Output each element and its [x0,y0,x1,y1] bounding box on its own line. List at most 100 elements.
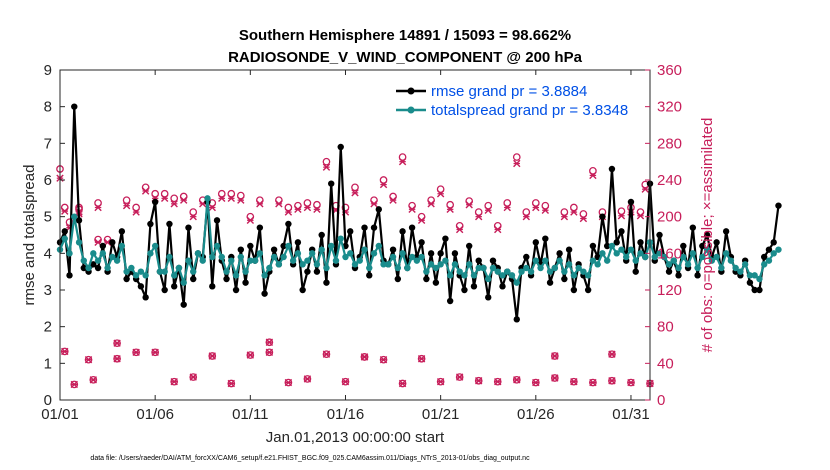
totalspread-point [504,268,511,275]
totalspread-point [456,268,463,275]
totalspread-point [770,250,777,257]
obs-assimilated-marker [617,212,626,220]
obs-assimilated-marker [522,212,530,221]
rmse-point [361,224,368,231]
obs-assimilated-marker [379,180,388,189]
obs-assimilated-marker [427,200,435,208]
rmse-point [142,294,149,301]
totalspread-point [684,261,692,268]
obs-assimilated-marker [208,203,216,212]
obs-possible-marker [531,199,540,207]
rmse-point [618,228,625,235]
obs-possible-marker [503,199,512,207]
totalspread-point [751,272,758,279]
totalspread-point [323,264,330,272]
totalspread-point [508,272,516,279]
obs-assimilated-marker [218,194,226,203]
totalspread-point [204,195,211,202]
data-file-footnote: data file: /Users/raeder/DAI/ATM_forcXX/… [90,455,530,462]
rmse-point [437,250,444,257]
totalspread-point [413,257,421,264]
totalspread-point [266,264,273,272]
rmse-point [109,239,116,246]
rmse-point [470,283,478,290]
obs-possible-marker [379,176,388,184]
obs-assimilated-marker [513,159,521,168]
totalspread-point [289,257,297,264]
obs-possible-marker [122,196,131,205]
rmse-point [770,239,777,246]
totalspread-point [565,261,573,268]
totalspread-point [361,246,368,253]
rmse-point [118,228,126,235]
totalspread-point [699,253,706,261]
rmse-point [161,286,168,294]
totalspread-point [442,257,449,264]
obs-assimilated-marker [389,196,397,204]
obs-assimilated-marker [265,338,274,346]
y-axis-right-label: # of obs: o=possible; ×=assimilated [699,118,716,353]
totalspread-point [418,253,425,261]
y-tick-label: 1 [44,355,52,372]
totalspread-point [589,257,597,264]
obs-assimilated-marker [455,225,464,234]
totalspread-point [741,261,749,268]
rmse-point [389,246,397,253]
totalspread-point [170,272,178,279]
rmse-point [765,246,773,253]
obs-assimilated-marker [122,201,131,210]
totalspread-point [446,272,454,279]
rmse-point [542,235,549,242]
rmse-point [147,220,154,228]
totalspread-point [423,268,430,275]
obs-possible-marker [322,157,331,166]
rmse-point [170,283,178,290]
totalspread-point [123,268,130,275]
totalspread-point [694,264,701,272]
rmse-point [318,231,325,239]
obs-assimilated-marker [227,194,235,203]
obs-possible-marker [436,185,445,194]
rmse-point [637,239,644,246]
obs-assimilated-marker [246,351,255,359]
obs-possible-marker [484,201,493,210]
totalspread-point [285,242,292,250]
rmse-point [190,275,197,283]
totalspread-point [185,257,192,264]
y-axis-left: 0 1 2 3 4 5 6 7 8 9 [44,62,65,409]
obs-assimilated-marker [589,171,597,180]
totalspread-point [499,272,506,279]
rmse-point [375,206,382,213]
rmse-point [432,279,440,286]
totalspread-point [718,264,725,272]
obs-assimilated-marker [322,350,331,358]
y-right-tick-label: 200 [657,209,682,226]
x-tick-label: 01/06 [136,406,174,423]
totalspread-point [356,257,363,264]
obs-assimilated-marker [455,373,464,381]
obs-possible-marker [160,189,169,198]
rmse-point [442,235,449,242]
totalspread-point [642,253,649,261]
obs-possible-marker [522,208,531,216]
totalspread-point [689,250,697,257]
obs-assimilated-marker [608,377,616,385]
totalspread-point [427,261,435,268]
obs-assimilated-marker [351,189,359,197]
rmse-point [261,290,268,297]
totalspread-point [261,272,268,279]
x-tick-label: 01/11 [232,406,268,423]
totalspread-point [85,264,92,272]
obs-assimilated-marker [341,377,350,386]
totalspread-point [218,253,225,261]
totalspread-point [313,261,321,268]
totalspread-point [408,253,416,261]
rmse-point [418,239,425,246]
totalspread-point [299,261,306,268]
rmse-point [613,239,620,246]
rmse-point [99,242,107,250]
rmse-point [180,301,187,308]
rmse-point [556,250,563,257]
obs-possible-marker [313,200,321,209]
rmse-point [656,231,663,239]
